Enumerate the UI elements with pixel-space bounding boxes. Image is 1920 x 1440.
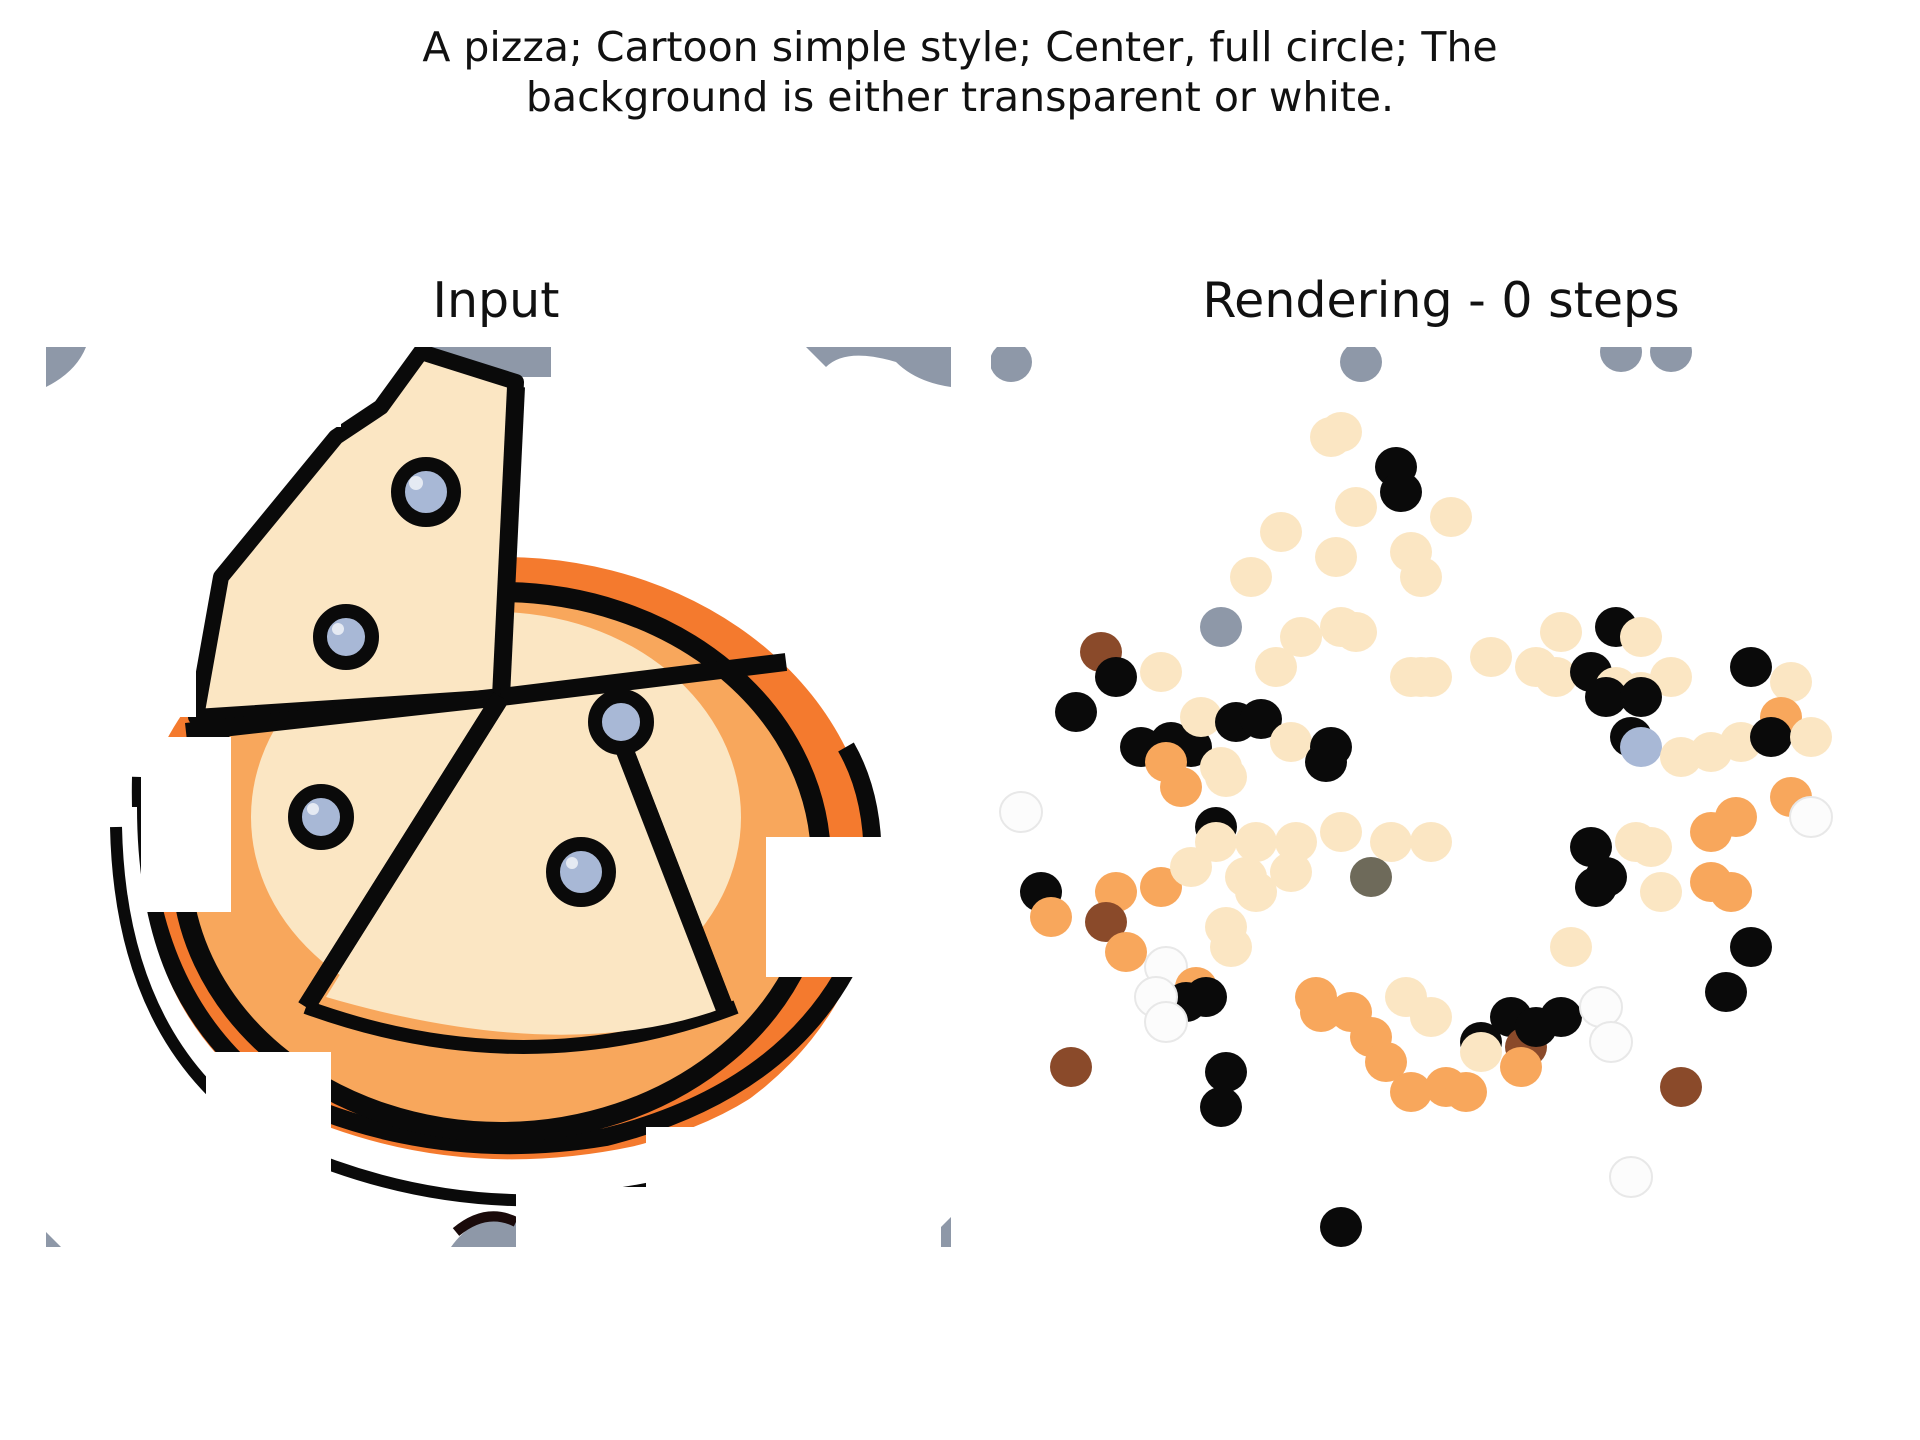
blob	[1240, 699, 1282, 739]
blob	[1650, 657, 1692, 697]
blob	[1270, 722, 1312, 762]
blob	[1270, 852, 1312, 892]
blob	[1315, 537, 1357, 577]
blob	[1280, 617, 1322, 657]
blob	[1340, 347, 1382, 382]
blob	[1335, 612, 1377, 652]
blob	[1715, 797, 1757, 837]
blob	[1380, 472, 1422, 512]
blob	[1140, 652, 1182, 692]
input-image	[46, 347, 951, 1247]
blob	[999, 791, 1043, 833]
blob	[1095, 872, 1137, 912]
blob	[991, 347, 1032, 382]
blob	[1620, 727, 1662, 767]
rendering-image	[991, 347, 1896, 1247]
blob	[1770, 662, 1812, 702]
blob	[1300, 992, 1342, 1032]
blob	[1730, 647, 1772, 687]
blob	[1589, 1021, 1633, 1063]
blob	[1410, 822, 1452, 862]
blob	[1445, 1072, 1487, 1112]
blob	[1390, 1072, 1432, 1112]
input-panel-title: Input	[432, 272, 560, 329]
blob	[1660, 1067, 1702, 1107]
blob	[1320, 412, 1362, 452]
blob	[1210, 927, 1252, 967]
blob	[1160, 767, 1202, 807]
blob	[1620, 617, 1662, 657]
blob	[1730, 927, 1772, 967]
blob	[1144, 1001, 1188, 1043]
blob	[1195, 822, 1237, 862]
blob	[1410, 657, 1452, 697]
rendering-panel-title: Rendering - 0 steps	[1202, 272, 1680, 329]
blob	[1105, 932, 1147, 972]
blob	[1400, 557, 1442, 597]
figure-title-line-2: background is either transparent or whit…	[525, 73, 1395, 121]
blob	[1320, 812, 1362, 852]
blob	[1140, 867, 1182, 907]
blob	[1200, 607, 1242, 647]
blob	[1540, 612, 1582, 652]
blob	[1710, 872, 1752, 912]
blob	[1750, 717, 1792, 757]
blob	[1640, 872, 1682, 912]
figure-title-line-1: A pizza; Cartoon simple style; Center, f…	[422, 23, 1498, 71]
figure-title: A pizza; Cartoon simple style; Center, f…	[0, 22, 1920, 122]
blob	[1600, 347, 1642, 372]
rendering-blobs	[991, 347, 1833, 1247]
blob	[1430, 497, 1472, 537]
blob	[1235, 822, 1277, 862]
blob	[1630, 827, 1672, 867]
blob	[1275, 822, 1317, 862]
blob	[1789, 796, 1833, 838]
blob	[1585, 677, 1627, 717]
blob	[1185, 977, 1227, 1017]
blob	[1585, 857, 1627, 897]
blob	[1170, 847, 1212, 887]
blob	[1030, 897, 1072, 937]
blob	[1180, 697, 1222, 737]
blob	[1579, 986, 1623, 1028]
blob	[1320, 1207, 1362, 1247]
blob	[1535, 657, 1577, 697]
blob	[1205, 1052, 1247, 1092]
blob	[1550, 927, 1592, 967]
blob	[1255, 647, 1297, 687]
blob	[1350, 857, 1392, 897]
blob	[1609, 1156, 1653, 1198]
blob	[1305, 742, 1347, 782]
blob	[1085, 902, 1127, 942]
blob	[1650, 347, 1692, 372]
blob	[1335, 487, 1377, 527]
blob	[1365, 1042, 1407, 1082]
blob	[1205, 757, 1247, 797]
blob	[1620, 677, 1662, 717]
blob	[1200, 1087, 1242, 1127]
blob	[1095, 657, 1137, 697]
pizza-input-illustration	[46, 347, 951, 1247]
blob	[1470, 637, 1512, 677]
blob	[1235, 872, 1277, 912]
blob	[1500, 1047, 1542, 1087]
blob	[1055, 692, 1097, 732]
blob	[1540, 997, 1582, 1037]
blob	[1790, 717, 1832, 757]
blob	[1260, 512, 1302, 552]
blob	[1705, 972, 1747, 1012]
blob	[1050, 1047, 1092, 1087]
blob	[1570, 827, 1612, 867]
blob	[1460, 1032, 1502, 1072]
blob	[1410, 997, 1452, 1037]
blob	[1230, 557, 1272, 597]
blob	[1370, 822, 1412, 862]
